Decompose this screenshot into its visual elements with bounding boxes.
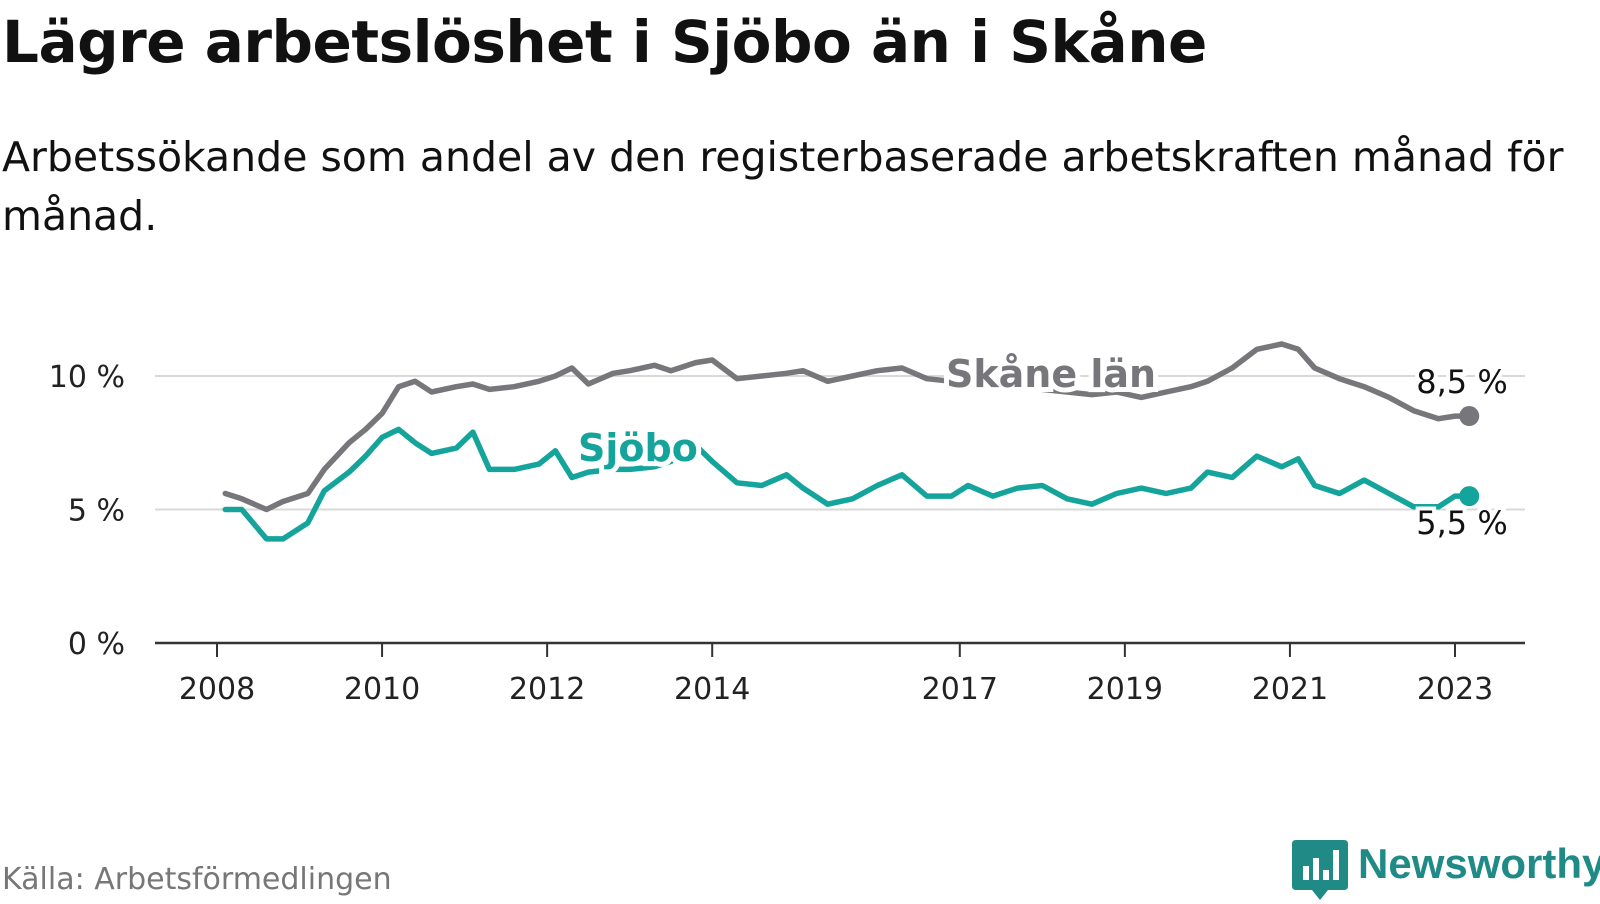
series-line-sjobo	[222, 426, 1467, 542]
brand-name: Newsworthy	[1358, 840, 1600, 887]
end-label-sjobo: 5,5 %	[1416, 504, 1507, 542]
x-tick-label: 2014	[674, 672, 750, 707]
y-tick-label: 10 %	[49, 360, 125, 395]
x-tick-label: 2023	[1417, 672, 1493, 707]
x-tick-label: 2021	[1252, 672, 1328, 707]
x-tick-label: 2017	[922, 672, 998, 707]
end-point-skane	[1459, 406, 1480, 427]
end-label-skane: 8,5 %	[1416, 363, 1507, 401]
newsworthy-logo-icon	[1292, 840, 1348, 900]
chart-title: Lägre arbetslöshet i Sjöbo än i Skåne	[2, 8, 1207, 76]
y-tick-label: 0 %	[68, 627, 125, 662]
chart-subtitle: Arbetssökande som andel av den registerb…	[2, 133, 1564, 240]
series-line-skane	[222, 341, 1467, 513]
brand-logo: Newsworthy	[1292, 840, 1600, 900]
source-note: Källa: Arbetsförmedlingen	[2, 862, 392, 897]
x-tick-label: 2010	[344, 672, 420, 707]
y-tick-label: 5 %	[68, 494, 125, 529]
x-tick-label: 2008	[179, 672, 255, 707]
x-tick-label: 2019	[1087, 672, 1163, 707]
series-label-skane: Skåne län	[946, 352, 1156, 396]
x-tick-label: 2012	[509, 672, 585, 707]
end-point-sjobo	[1459, 486, 1480, 507]
series-label-sjobo: Sjöbo	[578, 426, 698, 470]
